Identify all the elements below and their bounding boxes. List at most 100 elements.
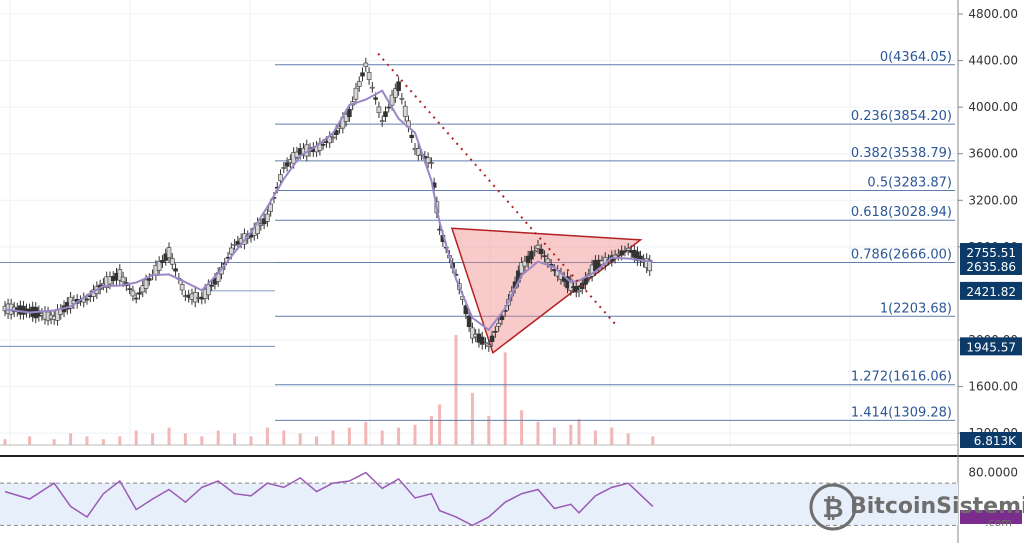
candle-body (486, 344, 492, 347)
candle-body (568, 279, 574, 291)
candle-body (647, 259, 653, 272)
candle-body (542, 255, 547, 258)
candle-body (169, 258, 175, 265)
fib-level-label: 0.236(3854.20) (851, 109, 952, 124)
candle-body (370, 86, 375, 89)
volume-label: 6.813K (974, 434, 1017, 448)
fib-level-label: 0.618(3028.94) (851, 205, 952, 220)
candle-body (84, 298, 90, 301)
volume-bar (249, 436, 253, 445)
bitcoin-symbol-icon: ₿ (822, 494, 843, 524)
candle-body (470, 327, 475, 339)
fib-level-label: 1(2203.68) (880, 301, 952, 316)
candle-body (120, 276, 126, 283)
candle-body (499, 315, 505, 321)
volume-bar (429, 416, 433, 445)
price-axis-label: 4400.00 (968, 54, 1018, 68)
volume-bar (347, 427, 351, 445)
candle-body (376, 106, 382, 114)
candle-body (466, 315, 472, 328)
candle-body (294, 151, 300, 158)
volume-bar (470, 392, 474, 445)
candle-body (379, 120, 385, 122)
volume-bar (3, 439, 7, 445)
candle-body (386, 106, 392, 109)
rsi-axis-label: 80.0000 (968, 466, 1018, 480)
candle-body (133, 297, 139, 300)
fib-level-label: 0(4364.05) (880, 50, 952, 65)
price-axis-label: 4000.00 (968, 100, 1018, 114)
volume-bar (52, 439, 56, 445)
volume-bar (520, 410, 524, 445)
candle-body (373, 97, 378, 100)
watermark-name: BitcoinSistemi (850, 494, 1024, 519)
volume-bar (69, 433, 73, 445)
candle-body (173, 268, 178, 272)
candle-body (493, 331, 498, 333)
candle-body (425, 157, 431, 164)
rsi-line (4, 471, 654, 527)
volume-bar (626, 433, 630, 445)
candle-body (281, 167, 287, 169)
candle-body (291, 152, 296, 164)
candle-body (532, 250, 538, 253)
volume-bar (380, 430, 384, 445)
candle-body (160, 260, 165, 264)
candle-body (479, 336, 485, 345)
volume-bar (503, 352, 507, 445)
candle-body (396, 81, 401, 91)
moving-average-line (4, 89, 653, 332)
volume-label-box (960, 432, 1022, 448)
candle-body (166, 247, 172, 259)
candle-body (545, 258, 551, 263)
volume-bar (28, 436, 32, 445)
price-label-box (960, 337, 1022, 356)
price-label: 1945.57 (966, 340, 1016, 354)
price-axis-label: 3600.00 (968, 147, 1018, 161)
volume-bar (101, 439, 105, 445)
fib-level-label: 0.382(3538.79) (851, 146, 952, 161)
price-label-box (960, 243, 1022, 262)
volume-bar (536, 421, 540, 445)
candle-body (360, 72, 365, 77)
candle-body (229, 247, 234, 255)
price-label-box (960, 256, 1022, 275)
volume-bar (167, 427, 171, 445)
candle-body (278, 174, 283, 182)
volume-bar (397, 427, 401, 445)
volume-bar (85, 436, 89, 445)
candle-body (117, 269, 123, 281)
candle-body (143, 279, 149, 289)
volume-bar (593, 430, 597, 445)
watermark-suffix: .com (985, 516, 1012, 529)
candle-body (529, 251, 534, 260)
fib-level-label: 1.414(1309.28) (851, 405, 952, 420)
volume-bar (438, 404, 442, 445)
candle-body (625, 247, 631, 251)
volume-bar (454, 335, 458, 445)
volume-bar (331, 430, 335, 445)
candle-body (137, 292, 142, 295)
price-label: 2635.86 (966, 260, 1016, 274)
candle-body (156, 261, 162, 271)
candle-body (389, 94, 395, 106)
candle-body (522, 260, 528, 267)
candle-body (232, 243, 237, 246)
candle-body (320, 143, 326, 146)
candle-body (258, 223, 264, 226)
volume-bar (610, 427, 614, 445)
volume-bar (118, 436, 122, 445)
rsi-value-box (960, 510, 1022, 524)
candle-body (429, 162, 434, 164)
bitcoin-logo-icon (809, 483, 857, 531)
price-axis-label: 1600.00 (968, 380, 1018, 394)
candle-body (573, 285, 579, 293)
price-label: 2755.51 (966, 246, 1016, 260)
price-axis-label: 3200.00 (968, 193, 1018, 207)
candle-body (483, 342, 488, 345)
candle-body (179, 284, 185, 291)
volume-bar (413, 424, 417, 445)
